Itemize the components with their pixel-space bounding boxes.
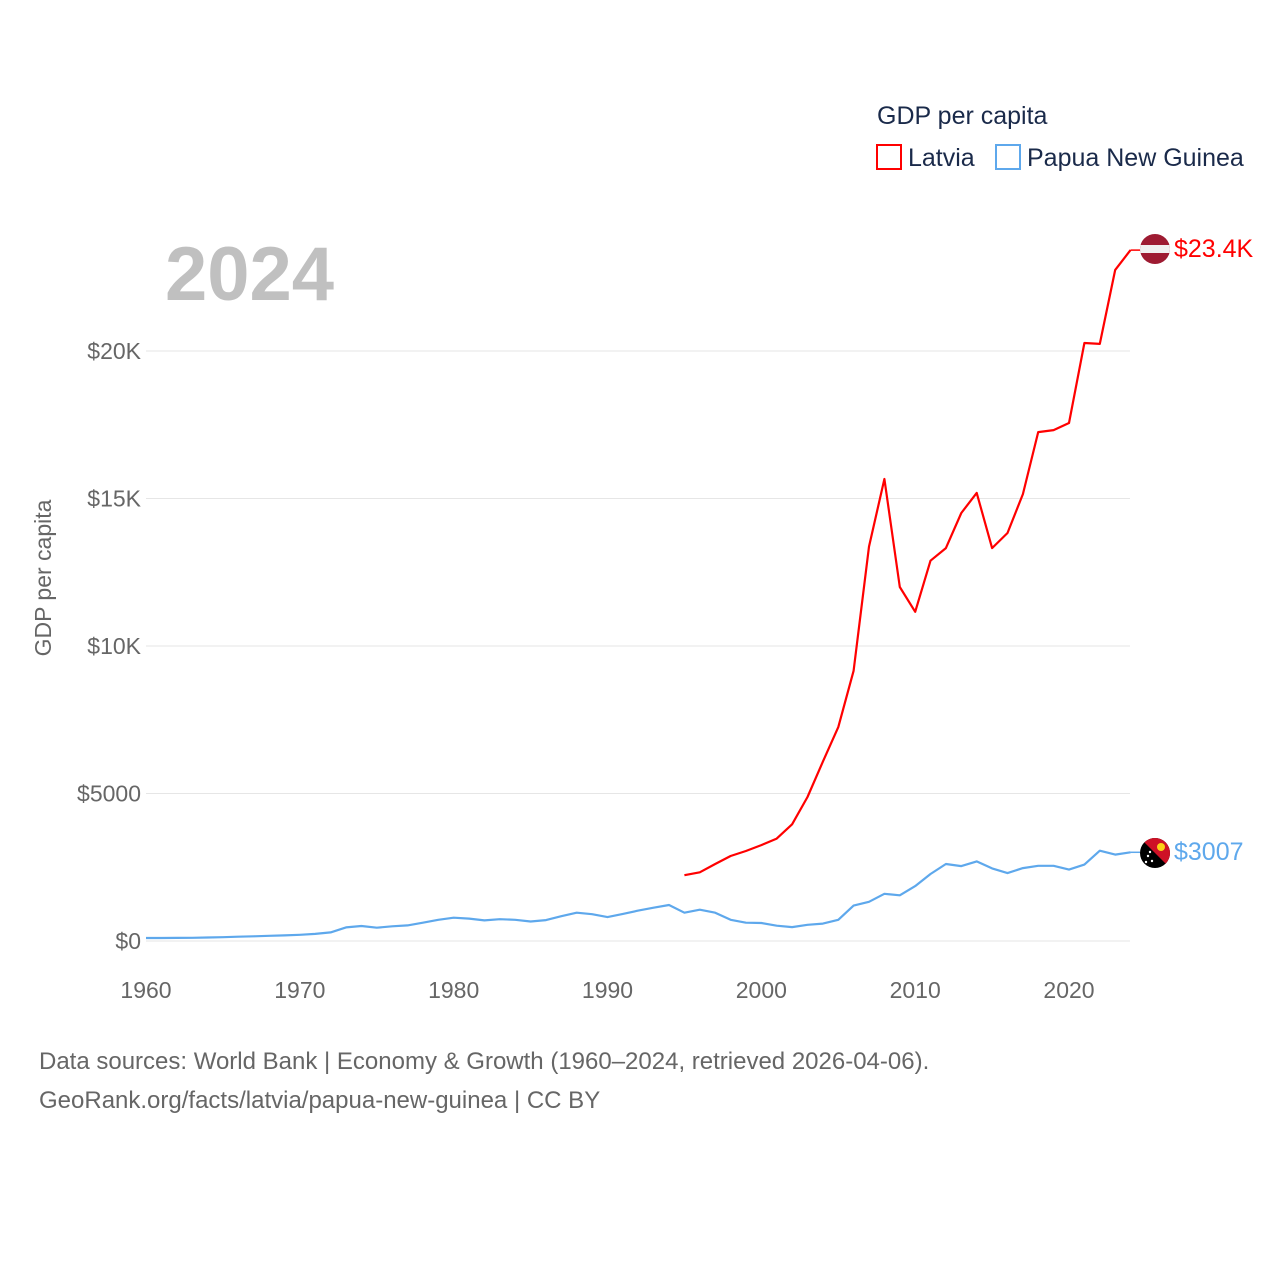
latvia-flag-icon <box>1140 234 1170 264</box>
series-line-papua-new-guinea <box>146 849 1131 940</box>
legend-label-papua-new-guinea: Papua New Guinea <box>1027 144 1244 172</box>
x-tick-label: 1980 <box>428 977 479 1003</box>
papua-new-guinea-end-label: $3007 <box>1174 838 1244 866</box>
x-tick-label: 2000 <box>736 977 787 1003</box>
x-tick-label: 2010 <box>890 977 941 1003</box>
legend: GDP per capita Latvia Papua New Guinea <box>876 102 1244 172</box>
series-lines <box>146 249 1140 940</box>
legend-label-latvia: Latvia <box>908 144 975 172</box>
latvia-end-label: $23.4K <box>1174 235 1254 263</box>
y-tick-label: $10K <box>87 633 141 659</box>
legend-item-latvia[interactable]: Latvia <box>876 144 975 172</box>
footer-sources: Data sources: World Bank | Economy & Gro… <box>39 1048 929 1075</box>
x-axis: 1960 1970 1980 1990 2000 2010 2020 <box>120 977 1094 1003</box>
legend-swatch-latvia <box>876 144 902 170</box>
y-tick-label: $20K <box>87 338 141 364</box>
grid-lines <box>146 350 1130 942</box>
x-tick-label: 1960 <box>120 977 171 1003</box>
x-tick-label: 1990 <box>582 977 633 1003</box>
y-tick-label: $5000 <box>77 781 141 807</box>
y-axis: $0 $5000 $10K $15K $20K <box>77 338 142 954</box>
legend-title: GDP per capita <box>877 102 1048 130</box>
x-tick-label: 1970 <box>274 977 325 1003</box>
papua-new-guinea-flag-icon <box>1140 838 1170 868</box>
y-tick-label: $0 <box>115 928 141 954</box>
y-tick-label: $15K <box>87 486 141 512</box>
legend-item-papua-new-guinea[interactable]: Papua New Guinea <box>995 144 1244 172</box>
series-line-latvia <box>684 249 1132 877</box>
x-tick-label: 2020 <box>1043 977 1094 1003</box>
year-label: 2024 <box>165 232 334 317</box>
legend-swatch-papua-new-guinea <box>995 144 1021 170</box>
y-axis-label: GDP per capita <box>30 499 56 656</box>
footer-link[interactable]: GeoRank.org/facts/latvia/papua-new-guine… <box>39 1087 600 1114</box>
